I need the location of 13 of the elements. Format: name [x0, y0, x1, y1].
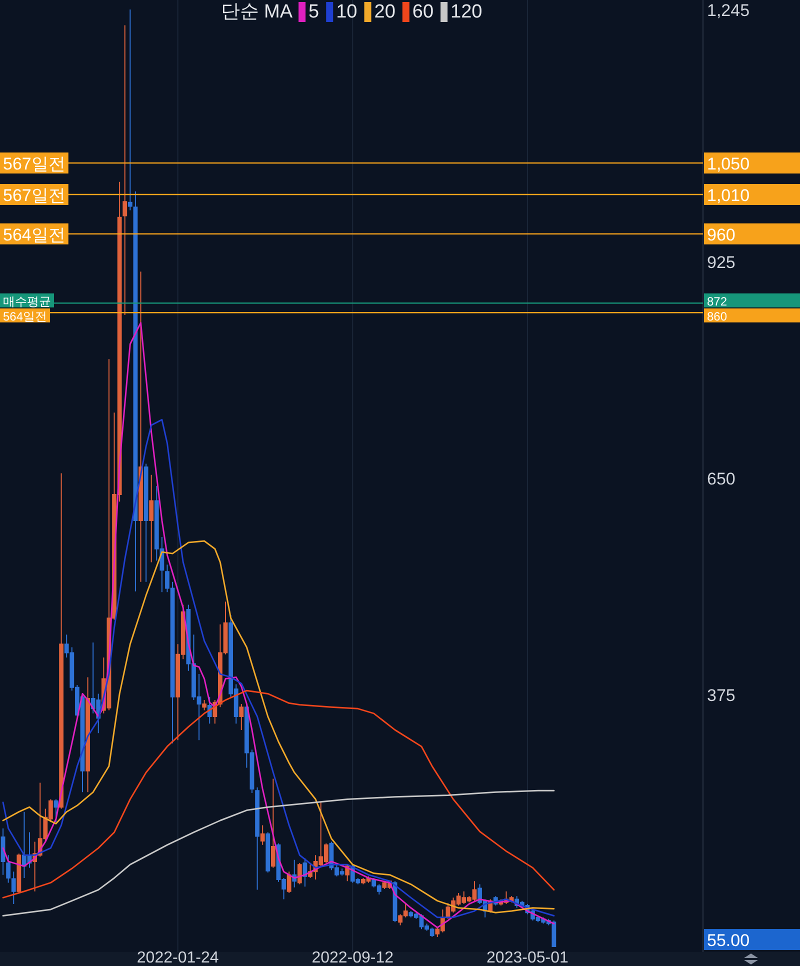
- legend-label: 10: [336, 2, 358, 22]
- legend-label: 60: [412, 2, 434, 22]
- y-tick-label: 960: [707, 225, 736, 244]
- legend-label: 20: [374, 2, 396, 22]
- legend-title: 단순 MA: [220, 2, 293, 22]
- y-tick-label: 860: [707, 309, 728, 324]
- legend-label: 5: [308, 2, 320, 22]
- y-tick-label: 1,010: [707, 186, 750, 205]
- ref-line-label: 564일전: [3, 309, 48, 324]
- y-tick-label: 1,050: [707, 154, 750, 174]
- y-tick-label: 872: [707, 294, 728, 308]
- ref-line-label: 매수평균: [3, 294, 51, 308]
- legend-label: 120: [450, 2, 482, 22]
